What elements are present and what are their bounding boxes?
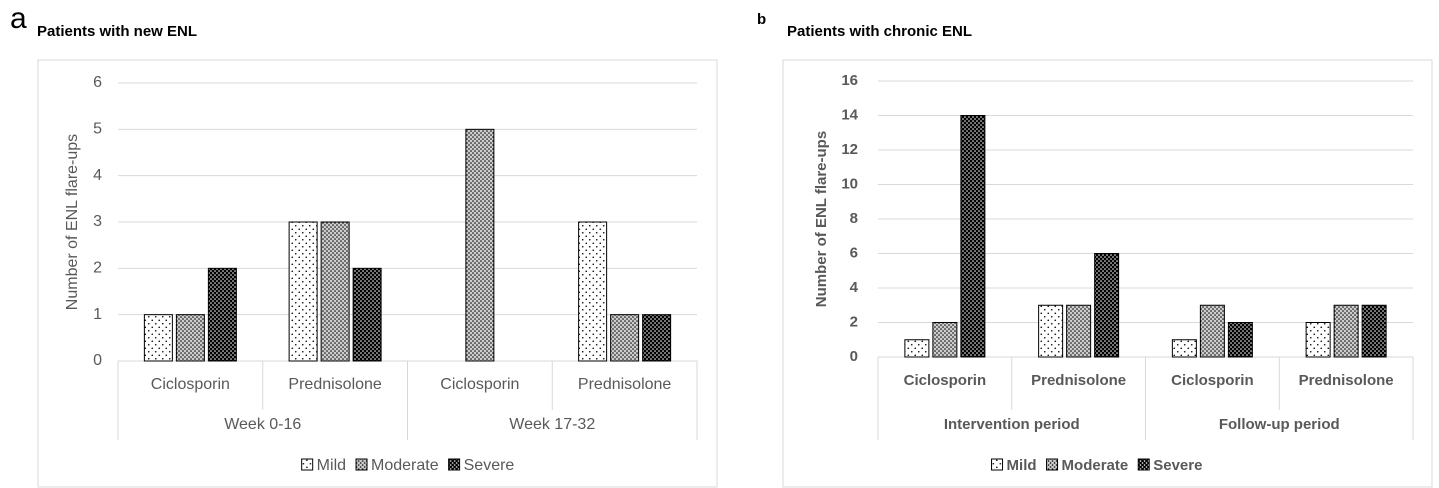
x-tick-label: Ciclosporin (151, 376, 230, 393)
bar (1227, 322, 1253, 358)
bar (1171, 339, 1197, 358)
chart-frame (37, 59, 718, 488)
legend: Mild Moderate Severe (991, 457, 1202, 474)
bar (207, 267, 237, 362)
y-tick-label: 1 (93, 306, 102, 323)
x-tick-label: Prednisolone (288, 376, 382, 393)
bar (465, 128, 495, 362)
chart-panel: a Patients with new ENL 0 1 2 3 4 5 6 Number of E… (10, 2, 718, 488)
y-tick-label: 10 (841, 175, 858, 192)
chart-title: Patients with new ENL (37, 23, 197, 40)
bar (352, 267, 382, 362)
legend-label: Mild (317, 457, 346, 474)
bar (1199, 304, 1225, 358)
x-tick-label: Ciclosporin (1171, 372, 1254, 389)
y-tick-label: 2 (850, 313, 858, 330)
legend-label: Severe (464, 457, 515, 474)
y-tick-label: 12 (841, 141, 858, 158)
bar (1038, 304, 1064, 358)
bar (1066, 304, 1092, 358)
bar (288, 221, 318, 362)
legend-swatch (1046, 458, 1059, 471)
bar (1333, 304, 1359, 358)
y-tick-label: 5 (93, 121, 102, 138)
panel-label: a (10, 2, 27, 35)
x-tick-label: Prednisolone (1299, 372, 1394, 389)
chart-title: Patients with chronic ENL (787, 23, 972, 40)
group-label: Intervention period (944, 416, 1080, 433)
y-tick-label: 2 (93, 260, 102, 277)
y-tick-label: 14 (841, 106, 858, 123)
legend-label: Mild (1007, 457, 1037, 474)
x-tick-label: Prednisolone (578, 376, 672, 393)
bar (175, 314, 205, 362)
legend-label: Severe (1153, 457, 1202, 474)
y-tick-label: 0 (93, 352, 102, 369)
legend-label: Moderate (1062, 457, 1129, 474)
bar (642, 314, 672, 362)
legend-swatch (1137, 458, 1150, 471)
bar (932, 322, 958, 358)
y-tick-label: 4 (850, 279, 859, 296)
group-label: Week 17-32 (509, 416, 595, 433)
legend: Mild Moderate Severe (301, 457, 515, 474)
y-axis-label: Number of ENL flare-ups (813, 131, 830, 307)
chart-panel: b Patients with chronic ENL 0 2 4 6 8 10 12 14 16 N… (757, 11, 1433, 488)
bar (143, 314, 173, 362)
bar (578, 221, 608, 362)
y-tick-label: 8 (850, 210, 858, 227)
panel-label: b (757, 11, 766, 28)
bar (610, 314, 640, 362)
y-tick-label: 3 (93, 213, 102, 230)
legend-swatch (301, 458, 314, 471)
y-axis-label: Number of ENL flare-ups (64, 134, 81, 310)
x-tick-label: Ciclosporin (904, 372, 987, 389)
y-tick-label: 6 (93, 74, 102, 91)
y-tick-label: 6 (850, 244, 858, 261)
group-label: Week 0-16 (224, 416, 301, 433)
group-label: Follow-up period (1219, 416, 1340, 433)
bar (1305, 322, 1331, 358)
y-tick-label: 0 (850, 348, 858, 365)
x-tick-label: Prednisolone (1031, 372, 1126, 389)
bar (320, 221, 350, 362)
legend-swatch (448, 458, 461, 471)
legend-label: Moderate (371, 457, 439, 474)
x-tick-label: Ciclosporin (440, 376, 519, 393)
bar (960, 115, 986, 358)
y-tick-label: 4 (93, 167, 102, 184)
chart-frame (782, 59, 1433, 488)
bar (1361, 304, 1387, 358)
legend-swatch (991, 458, 1004, 471)
y-tick-label: 16 (841, 72, 858, 89)
bar (1094, 253, 1120, 358)
bar (904, 339, 930, 358)
legend-swatch (355, 458, 368, 471)
